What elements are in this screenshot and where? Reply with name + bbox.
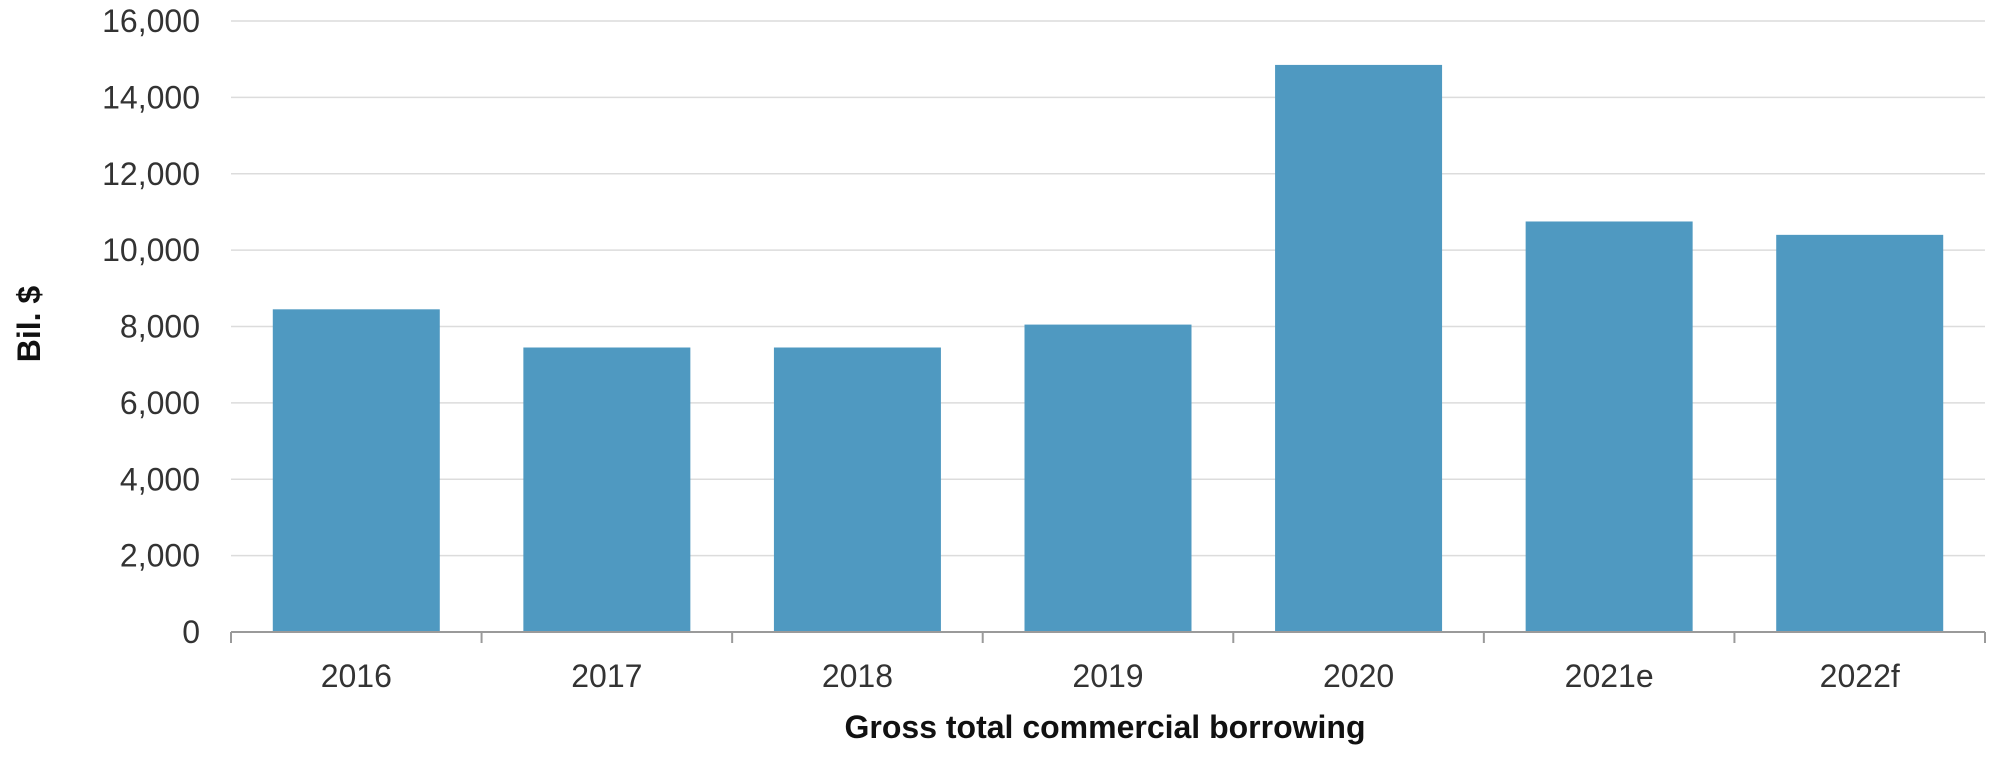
axes [230,631,1986,643]
x-tick-label: 2017 [571,658,642,694]
y-tick-label: 0 [182,614,200,650]
y-tick-labels: 0 2,000 4,000 6,000 8,000 10,000 12,000 14,000 1… [102,3,200,650]
y-tick-label: 2,000 [120,538,200,574]
y-tick-label: 6,000 [120,385,200,421]
x-tick-label: 2019 [1072,658,1143,694]
y-tick-label: 12,000 [102,156,200,192]
x-tick-label: 2022f [1820,658,1900,694]
bar-2016 [272,309,440,632]
y-tick-label: 8,000 [120,309,200,345]
x-axis-title: Gross total commercial borrowing [845,709,1366,745]
x-tick-label: 2018 [822,658,893,694]
bar-2020 [1275,64,1443,632]
bar-2017 [523,347,691,632]
y-axis-title: Bil. $ [11,286,47,363]
y-tick-label: 10,000 [102,232,200,268]
x-tick-label: 2021e [1565,658,1654,694]
y-tick-label: 16,000 [102,3,200,39]
y-tick-label: 4,000 [120,461,200,497]
bar-2021e [1525,221,1693,632]
bars [272,64,1944,632]
x-tick-labels: 2016 2017 2018 2019 2020 2021e 2022f [321,658,1900,694]
y-tick-label: 14,000 [102,79,200,115]
bar-2019 [1024,324,1192,632]
x-tick-label: 2016 [321,658,392,694]
bar-2018 [773,347,941,632]
bar-2022f [1776,234,1944,632]
x-tick-label: 2020 [1323,658,1394,694]
